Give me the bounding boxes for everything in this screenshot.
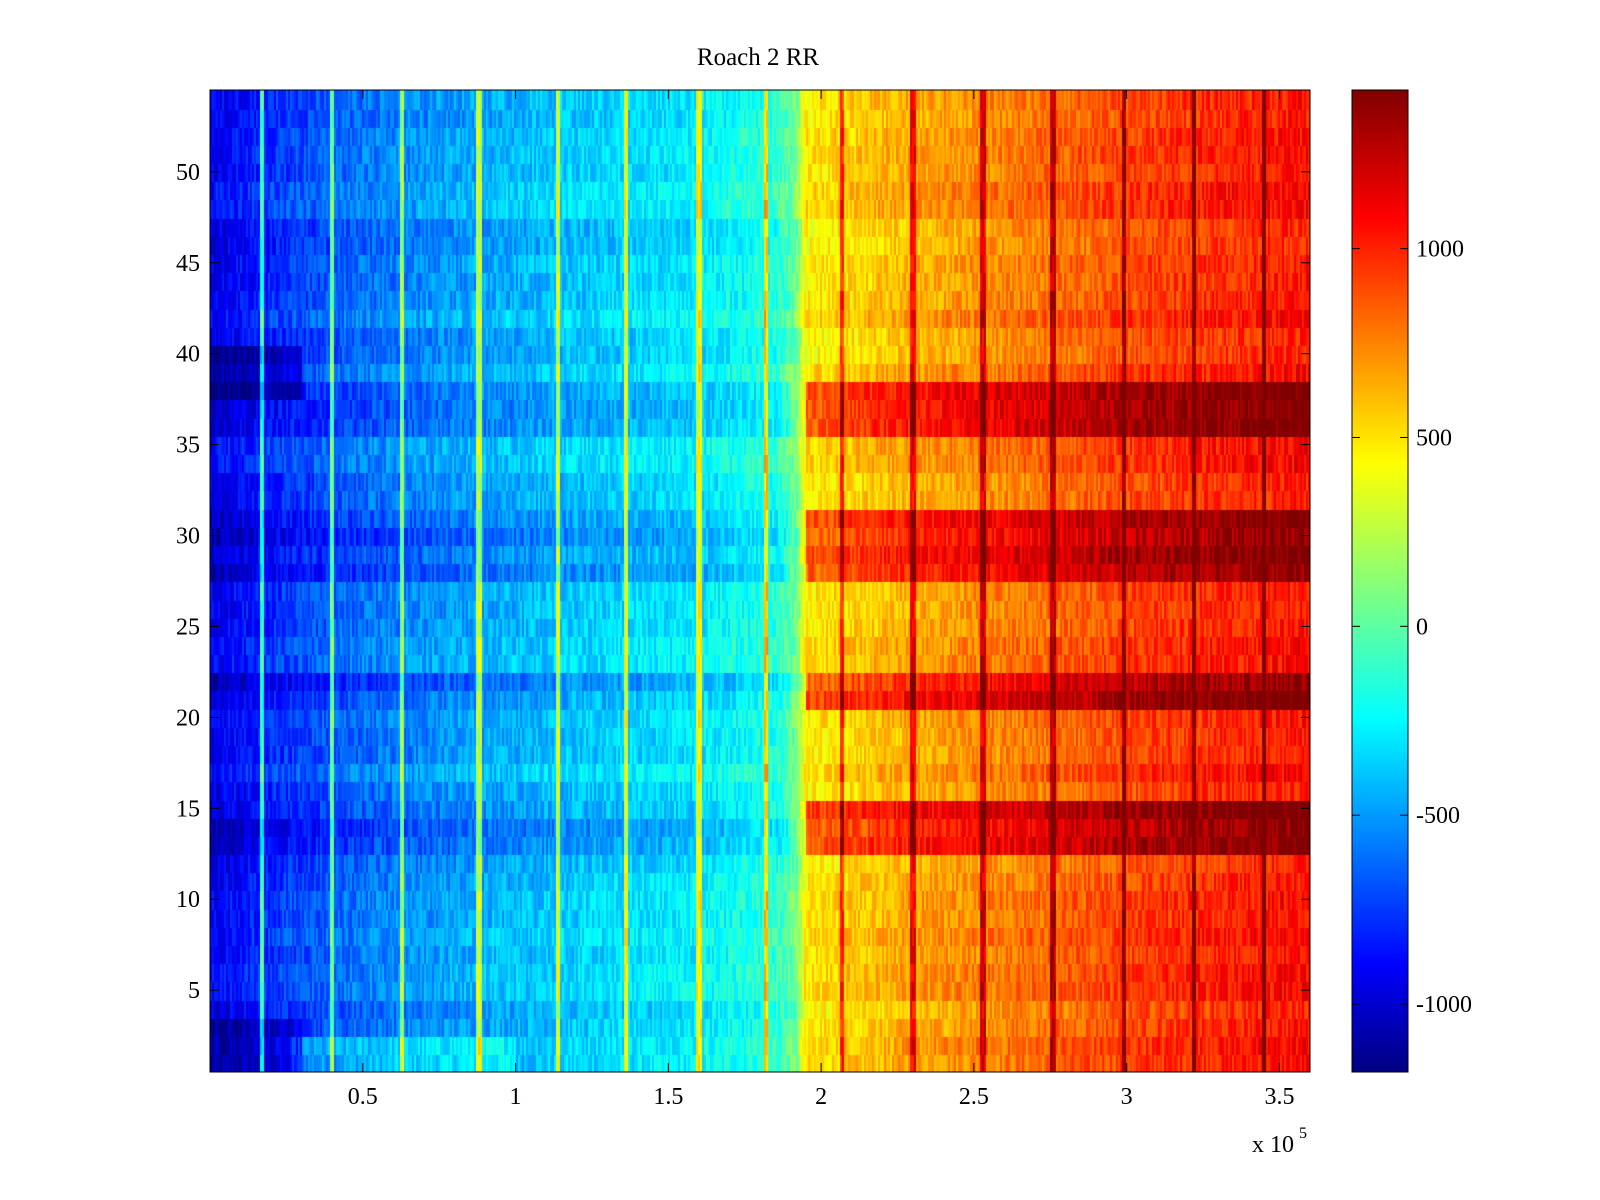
y-tick-label: 35	[176, 433, 200, 459]
x-tick-label: 2.5	[959, 1084, 989, 1110]
y-tick-label: 30	[176, 524, 200, 550]
y-tick-label: 20	[176, 705, 200, 731]
y-tick-label: 50	[176, 160, 200, 186]
y-tick-label: 45	[176, 251, 200, 277]
colorbar-tick-label: 1000	[1416, 237, 1464, 263]
y-tick-label: 25	[176, 614, 200, 640]
x-tick-label: 0.5	[348, 1084, 378, 1110]
y-axis: 5 10 15 20 25 30 35 40 45 50	[176, 160, 1310, 1004]
y-tick-label: 10	[176, 887, 200, 913]
x-tick-label: 1.5	[653, 1084, 683, 1110]
colorbar	[1351, 89, 1409, 1073]
x-axis: 0.5 1 1.5 2 2.5 3 3.5	[348, 90, 1294, 1110]
x-multiplier: x 10 5	[1252, 1125, 1307, 1158]
x-tick-label: 1	[510, 1084, 522, 1110]
y-tick-label: 15	[176, 796, 200, 822]
colorbar-tick-label: 0	[1416, 614, 1428, 640]
colorbar-tick-label: 500	[1416, 425, 1452, 451]
x-multiplier-label: x 10	[1252, 1132, 1294, 1158]
x-tick-label: 3	[1121, 1084, 1133, 1110]
y-tick-label: 40	[176, 342, 200, 368]
y-tick-label: 5	[188, 978, 200, 1004]
colorbar-tick-label: -500	[1416, 803, 1460, 829]
colorbar-axis: -1000 -500 0 500 1000	[1352, 237, 1472, 1018]
x-tick-label: 3.5	[1264, 1084, 1294, 1110]
heatmap-canvas-holder	[210, 90, 1310, 1072]
colorbar-tick-label: -1000	[1416, 992, 1472, 1018]
x-multiplier-exponent: 5	[1299, 1125, 1307, 1142]
chart-title: Roach 2 RR	[697, 44, 820, 71]
plot-frame	[209, 89, 1311, 1073]
x-tick-label: 2	[815, 1084, 827, 1110]
